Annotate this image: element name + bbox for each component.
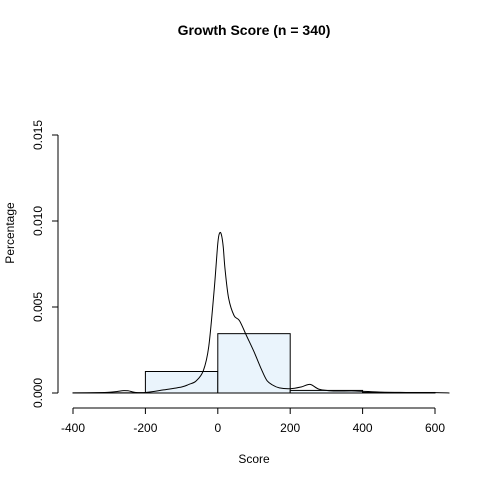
density-curve xyxy=(73,232,449,393)
x-tick-label-4: 400 xyxy=(353,421,373,435)
chart-title: Growth Score (n = 340) xyxy=(178,22,331,38)
y-tick-label-2: 0.010 xyxy=(31,206,45,236)
x-axis-label: Score xyxy=(238,452,270,466)
x-tick-label-1: -200 xyxy=(133,421,157,435)
x-tick-label-0: -400 xyxy=(61,421,85,435)
y-tick-label-0: 0.000 xyxy=(31,378,45,408)
x-tick-label-5: 600 xyxy=(425,421,445,435)
x-tick-label-2: 0 xyxy=(214,421,221,435)
histogram-bar-2 xyxy=(218,334,290,393)
y-axis: 0.000 0.005 0.010 0.015 xyxy=(31,120,58,408)
bars-layer xyxy=(73,334,435,393)
x-axis: -400 -200 0 200 400 600 xyxy=(61,408,445,435)
y-axis-label: Percentage xyxy=(3,202,17,264)
y-tick-label-3: 0.015 xyxy=(31,120,45,150)
histogram-bar-1 xyxy=(145,372,217,394)
density-layer xyxy=(73,232,449,393)
x-tick-label-3: 200 xyxy=(280,421,300,435)
y-tick-label-1: 0.005 xyxy=(31,292,45,322)
